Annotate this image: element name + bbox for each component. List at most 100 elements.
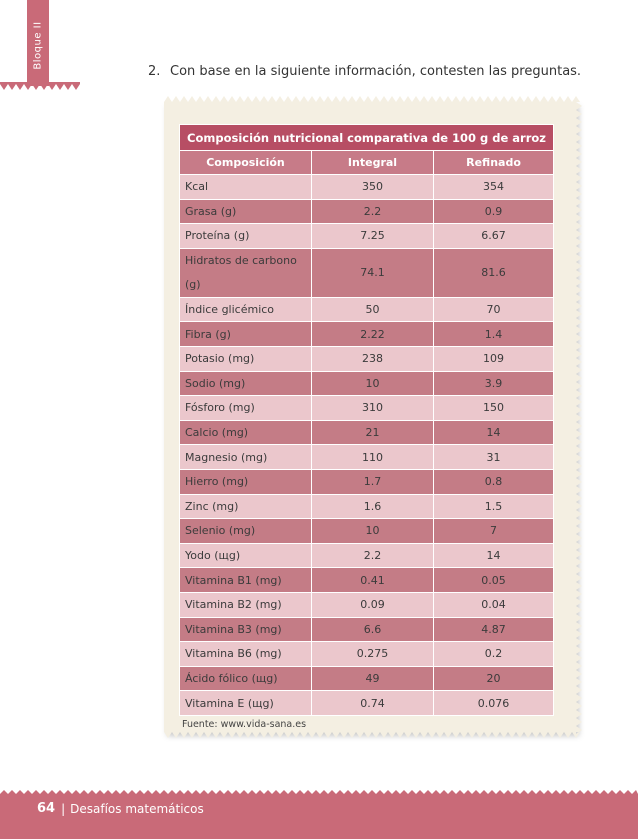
cell-refinado: 0.04 [432, 591, 555, 618]
table-row: Calcio (mg) 21 14 [179, 419, 555, 446]
table-row: Vitamina B6 (mg) 0.275 0.2 [179, 641, 555, 667]
cell-nutrient: Selenio (mg) [179, 518, 312, 544]
side-tab-zigzag [0, 82, 80, 90]
cell-integral: 10 [311, 518, 434, 544]
cell-integral: 50 [311, 296, 434, 323]
cell-integral: 21 [311, 419, 434, 446]
footer-separator: | [61, 801, 66, 816]
cell-integral: 0.275 [311, 641, 434, 667]
cell-integral: 0.09 [311, 591, 434, 618]
cell-nutrient: Zinc (mg) [179, 493, 312, 520]
cell-refinado: 81.6 [432, 247, 555, 298]
cell-nutrient: Vitamina B3 (mg) [179, 616, 312, 643]
table-row: Magnesio (mg) 110 31 [179, 444, 555, 470]
table-row: Vitamina B2 (mg) 0.09 0.04 [179, 591, 555, 618]
cell-refinado: 7 [432, 518, 555, 544]
cell-nutrient: Potasio (mg) [179, 345, 312, 372]
table-row: Zinc (mg) 1.6 1.5 [179, 493, 555, 520]
nutrition-table-grid: Composición nutricional comparativa de 1… [178, 124, 555, 716]
cell-integral: 238 [311, 345, 434, 372]
table-row: Kcal 350 354 [179, 174, 555, 200]
cell-integral: 49 [311, 665, 434, 692]
table-row: Fósforo (mg) 310 150 [179, 395, 555, 421]
cell-integral: 74.1 [311, 247, 434, 298]
question: 2. Con base en la siguiente información, … [148, 64, 618, 79]
table-row: Vitamina B1 (mg) 0.41 0.05 [179, 567, 555, 593]
table-row: Potasio (mg) 238 109 [179, 345, 555, 372]
table-row: Hidratos de carbono (g) 74.1 81.6 [179, 247, 555, 298]
table-header-row: Composición Integral Refinado [179, 150, 555, 175]
table-source: Fuente: www.vida-sana.es [182, 719, 307, 730]
cell-integral: 6.6 [311, 616, 434, 643]
table-row: Vitamina E (щg) 0.74 0.076 [179, 690, 555, 716]
cell-integral: 7.25 [311, 223, 434, 249]
cell-refinado: 20 [432, 665, 555, 692]
table-row: Proteína (g) 7.25 6.67 [179, 223, 555, 249]
bloque-label: Bloque II [28, 8, 48, 82]
cell-integral: 350 [311, 174, 434, 200]
header-composicion: Composición [179, 150, 312, 175]
table-title: Composición nutricional comparativa de 1… [178, 124, 555, 151]
cell-nutrient: Magnesio (mg) [179, 444, 312, 470]
table-row: Fibra (g) 2.22 1.4 [179, 321, 555, 347]
cell-refinado: 0.2 [432, 641, 555, 667]
header-integral: Integral [311, 150, 434, 175]
question-number: 2. [148, 64, 161, 79]
cell-refinado: 109 [432, 345, 555, 372]
cell-integral: 2.2 [311, 198, 434, 225]
table-row: Yodo (щg) 2.2 14 [179, 542, 555, 569]
cell-nutrient: Hidratos de carbono (g) [179, 247, 312, 298]
cell-integral: 2.22 [311, 321, 434, 347]
book-title: Desafíos matemáticos [70, 801, 204, 816]
question-text: Con base en la siguiente información, co… [170, 64, 582, 79]
cell-integral: 2.2 [311, 542, 434, 569]
cell-nutrient: Índice glicémico [179, 296, 312, 323]
header-refinado: Refinado [432, 150, 555, 175]
cell-integral: 10 [311, 370, 434, 397]
cell-nutrient: Proteína (g) [179, 223, 312, 249]
cell-refinado: 354 [432, 174, 555, 200]
cell-nutrient: Sodio (mg) [179, 370, 312, 397]
table-row: Sodio (mg) 10 3.9 [179, 370, 555, 397]
table-title-row: Composición nutricional comparativa de 1… [178, 124, 555, 151]
cell-nutrient: Vitamina B6 (mg) [179, 641, 312, 667]
cell-refinado: 14 [432, 419, 555, 446]
table-row: Vitamina B3 (mg) 6.6 4.87 [179, 616, 555, 643]
cell-refinado: 70 [432, 296, 555, 323]
table-row: Grasa (g) 2.2 0.9 [179, 198, 555, 225]
cell-nutrient: Grasa (g) [179, 198, 312, 225]
cell-integral: 1.7 [311, 468, 434, 495]
cell-nutrient: Hierro (mg) [179, 468, 312, 495]
table-row: Hierro (mg) 1.7 0.8 [179, 468, 555, 495]
cell-refinado: 4.87 [432, 616, 555, 643]
table-row: Ácido fólico (щg) 49 20 [179, 665, 555, 692]
cell-integral: 1.6 [311, 493, 434, 520]
cell-nutrient: Yodo (щg) [179, 542, 312, 569]
cell-refinado: 1.4 [432, 321, 555, 347]
table-body: Kcal 350 354 Grasa (g) 2.2 0.9 Proteína (g) 7.2… [179, 174, 555, 716]
table-row: Índice glicémico 50 70 [179, 296, 555, 323]
cell-nutrient: Vitamina B2 (mg) [179, 591, 312, 618]
cell-refinado: 0.076 [432, 690, 555, 716]
side-tab [27, 0, 49, 86]
cell-nutrient: Fibra (g) [179, 321, 312, 347]
cell-refinado: 31 [432, 444, 555, 470]
nutrition-table: Composición nutricional comparativa de 1… [178, 124, 555, 716]
cell-integral: 310 [311, 395, 434, 421]
cell-refinado: 6.67 [432, 223, 555, 249]
bloque-label-text: Bloque II [32, 20, 44, 70]
cell-nutrient: Fósforo (mg) [179, 395, 312, 421]
page-number: 64 [37, 801, 56, 816]
table-row: Selenio (mg) 10 7 [179, 518, 555, 544]
cell-refinado: 0.9 [432, 198, 555, 225]
cell-nutrient: Vitamina B1 (mg) [179, 567, 312, 593]
footer: 64 | Desafíos matemáticos [37, 801, 204, 816]
cell-nutrient: Vitamina E (щg) [179, 690, 312, 716]
footer-band [0, 790, 638, 839]
cell-refinado: 14 [432, 542, 555, 569]
cell-refinado: 0.05 [432, 567, 555, 593]
cell-refinado: 150 [432, 395, 555, 421]
cell-nutrient: Calcio (mg) [179, 419, 312, 446]
cell-integral: 0.41 [311, 567, 434, 593]
cell-nutrient: Kcal [179, 174, 312, 200]
